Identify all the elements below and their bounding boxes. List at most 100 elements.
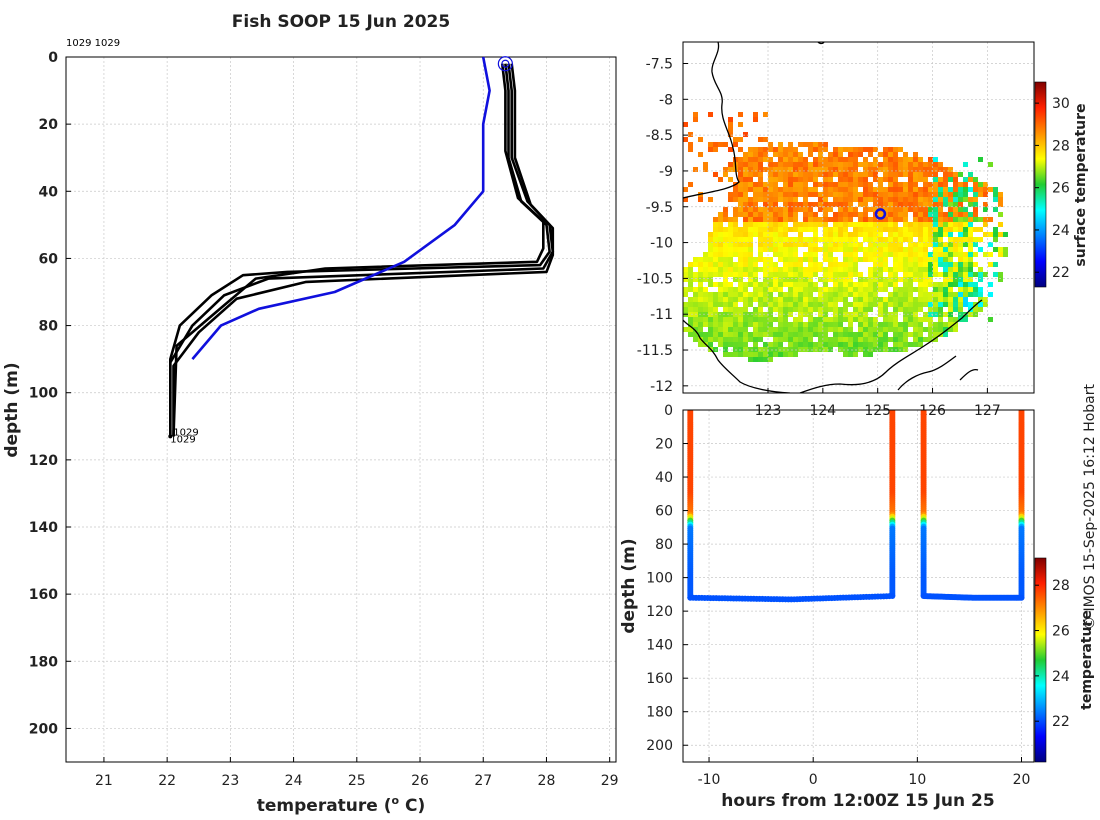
- map-sst-cell: [728, 217, 733, 222]
- map-sst-cell: [893, 272, 898, 277]
- map-sst-cell: [803, 302, 808, 307]
- map-sst-cell: [883, 327, 888, 332]
- map-sst-cell: [838, 157, 843, 162]
- map-sst-cell: [973, 237, 978, 242]
- map-sst-cell: [743, 317, 748, 322]
- map-sst-cell: [843, 232, 848, 237]
- map-sst-cell: [863, 317, 868, 322]
- map-sst-cell: [783, 352, 788, 357]
- map-sst-cell: [723, 252, 728, 257]
- map-sst-cell: [898, 287, 903, 292]
- map-sst-cell: [743, 242, 748, 247]
- map-sst-cell: [838, 197, 843, 202]
- map-sst-cell: [898, 172, 903, 177]
- map-sst-cell: [908, 227, 913, 232]
- map-sst-cell: [918, 267, 923, 272]
- profile-y-tick-label: 120: [29, 453, 58, 469]
- map-sst-cell: [778, 317, 783, 322]
- map-sst-cell: [853, 162, 858, 167]
- map-sst-cell: [908, 192, 913, 197]
- map-sst-cell: [978, 247, 983, 252]
- map-sst-cell: [918, 257, 923, 262]
- map-sst-cell: [843, 172, 848, 177]
- map-sst-cell: [683, 307, 688, 312]
- profile-x-tick-label: 28: [538, 773, 556, 789]
- map-sst-cell: [943, 197, 948, 202]
- map-sst-cell: [803, 212, 808, 217]
- map-sst-cell: [883, 297, 888, 302]
- map-sst-cell: [748, 277, 753, 282]
- map-sst-cell: [813, 307, 818, 312]
- map-sst-cell: [948, 197, 953, 202]
- map-sst-cell: [928, 272, 933, 277]
- map-sst-cell: [908, 312, 913, 317]
- map-sst-cell: [933, 307, 938, 312]
- map-sst-cell: [873, 337, 878, 342]
- map-sst-cell: [813, 297, 818, 302]
- map-sst-cell: [983, 202, 988, 207]
- map-sst-cell: [743, 227, 748, 232]
- map-sst-cell: [893, 332, 898, 337]
- map-sst-cell: [883, 157, 888, 162]
- map-sst-cell: [853, 152, 858, 157]
- map-sst-cell: [913, 157, 918, 162]
- map-sst-cell: [863, 287, 868, 292]
- map-sst-cell: [908, 222, 913, 227]
- map-sst-cell: [923, 302, 928, 307]
- map-sst-cell: [863, 157, 868, 162]
- map-sst-cell: [713, 297, 718, 302]
- map-sst-cell: [798, 307, 803, 312]
- map-sst-cell: [743, 252, 748, 257]
- map-sst-cell: [788, 182, 793, 187]
- map-sst-cell: [828, 257, 833, 262]
- map-sst-cell: [823, 227, 828, 232]
- map-sst-cell: [953, 197, 958, 202]
- map-sst-cell: [828, 287, 833, 292]
- map-sst-cell: [958, 207, 963, 212]
- map-sst-cell: [893, 237, 898, 242]
- map-sst-cell: [903, 272, 908, 277]
- profile-y-tick-label: 140: [29, 520, 58, 536]
- map-sst-cell: [763, 152, 768, 157]
- map-sst-cell: [823, 207, 828, 212]
- map-sst-cell: [793, 262, 798, 267]
- map-sst-cell: [818, 337, 823, 342]
- map-sst-cell: [803, 252, 808, 257]
- map-sst-cell: [933, 332, 938, 337]
- map-sst-cell: [688, 307, 693, 312]
- map-sst-cell: [793, 197, 798, 202]
- map-sst-cell: [788, 247, 793, 252]
- map-sst-cell: [793, 267, 798, 272]
- map-sst-cell: [958, 187, 963, 192]
- map-sst-cell: [783, 162, 788, 167]
- map-sst-cell: [828, 337, 833, 342]
- map-sst-cell: [848, 287, 853, 292]
- map-sst-cell: [883, 307, 888, 312]
- profile-y-tick-label: 180: [29, 654, 58, 670]
- map-sst-cell: [993, 197, 998, 202]
- map-sst-cell: [843, 317, 848, 322]
- map-sst-cell: [958, 302, 963, 307]
- map-sst-cell: [743, 352, 748, 357]
- map-sst-cell: [838, 272, 843, 277]
- track-colorbar-tick-label: 22: [1052, 714, 1070, 730]
- map-sst-cell: [908, 157, 913, 162]
- map-sst-cell: [863, 147, 868, 152]
- map-sst-cell: [903, 172, 908, 177]
- map-sst-cell: [998, 247, 1003, 252]
- map-sst-cell: [928, 267, 933, 272]
- map-sst-cell: [903, 152, 908, 157]
- map-sst-cell: [883, 337, 888, 342]
- map-x-tick-label: 125: [864, 403, 891, 419]
- map-sst-cell: [923, 177, 928, 182]
- map-sst-cell: [928, 192, 933, 197]
- map-sst-cell: [918, 197, 923, 202]
- map-sst-cell: [933, 267, 938, 272]
- map-sst-cell: [808, 247, 813, 252]
- map-sst-cell: [903, 297, 908, 302]
- map-sst-cell: [863, 337, 868, 342]
- map-sst-cell: [848, 192, 853, 197]
- map-sst-cell: [743, 297, 748, 302]
- map-sst-cell: [708, 302, 713, 307]
- map-sst-cell: [718, 267, 723, 272]
